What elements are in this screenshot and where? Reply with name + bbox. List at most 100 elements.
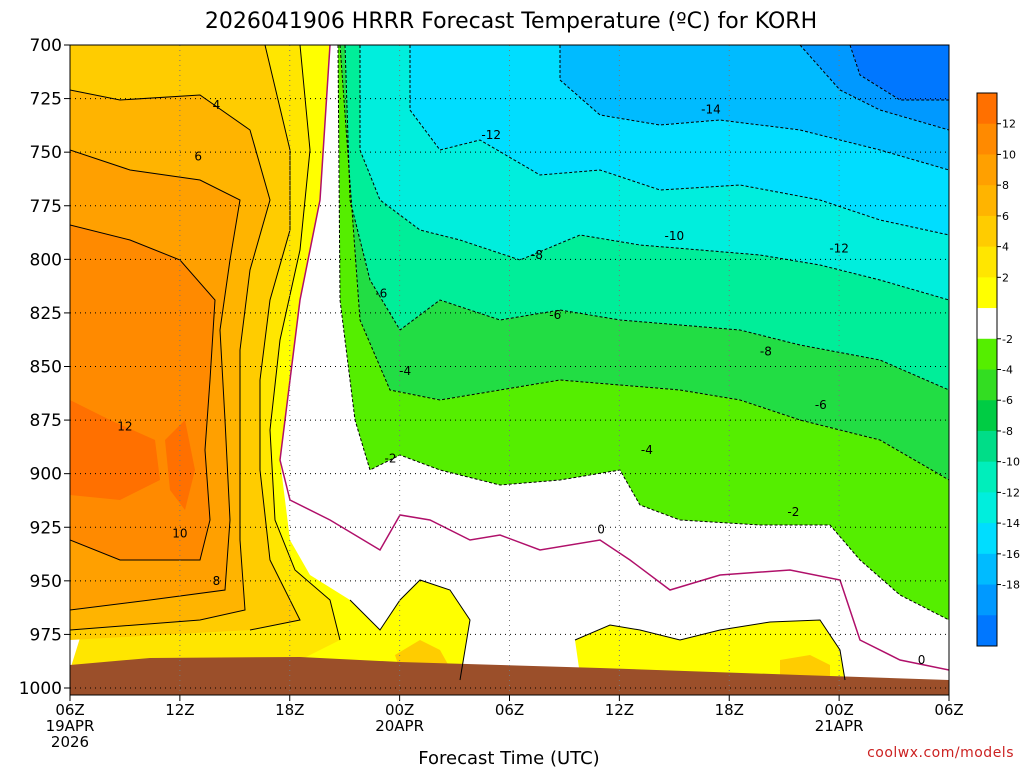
pocket-gold-midday (780, 655, 830, 678)
y-tick-label-875: 875 (30, 411, 62, 431)
band-cold-deep-blue (850, 45, 949, 100)
band-cyan (410, 45, 949, 235)
colorbar-swatch-8 (977, 338, 997, 370)
x-tick-label-0-2: 2026 (51, 733, 89, 751)
colorbar-swatch-12 (977, 461, 997, 493)
colorbar-swatch-6 (977, 277, 997, 309)
contour-warm-solid-3 (70, 224, 216, 561)
contour-label-13: -8 (760, 344, 772, 358)
contour-label-5: -12 (481, 128, 501, 142)
colorbar-swatch-15 (977, 553, 997, 586)
x-tick-label-0-0: 06Z (55, 701, 84, 719)
contour-label-17: -2 (787, 505, 799, 519)
contour-label-1: 6 (194, 149, 202, 163)
y-tick-label-800: 800 (30, 250, 62, 270)
band-aqua (360, 45, 949, 300)
colorbar-swatch-13 (977, 492, 997, 524)
credit-text: coolwx.com/models (867, 745, 1014, 761)
contour-warm-pocket (574, 619, 846, 681)
contour-label-8: -12 (829, 242, 849, 256)
contour-minus2 (337, 45, 949, 621)
contour-label-6: -14 (701, 102, 721, 116)
contour-label-4: 8 (213, 574, 221, 588)
y-tick-label-825: 825 (30, 304, 62, 324)
colorbar-swatch-10 (977, 400, 997, 432)
colorbar-label-3: 6 (1002, 210, 1009, 223)
band-green (340, 45, 949, 480)
y-tick-label-700: 700 (30, 36, 62, 56)
contour-minus10 (409, 45, 949, 236)
colorbar-label-13: -16 (1002, 548, 1020, 561)
contour-label-11: -6 (549, 308, 561, 322)
contour-label-15: -4 (641, 443, 653, 457)
band-teal (345, 45, 949, 390)
y-tick-label-775: 775 (30, 197, 62, 217)
contour-warm-solid (70, 89, 271, 631)
band-bright-green (338, 45, 949, 620)
colorbar-swatch-7 (977, 308, 997, 340)
contour-label-2: 12 (117, 420, 132, 434)
contour-minus6 (344, 45, 949, 391)
contour-label-0: 4 (213, 98, 221, 112)
contour-label-18: 0 (597, 522, 605, 536)
colorbar-label-5: 2 (1002, 271, 1009, 284)
colorbar-label-7: -4 (1002, 364, 1013, 377)
colorbar-swatch-3 (977, 185, 997, 217)
band-light-blue (560, 45, 949, 170)
contour-minus4 (339, 45, 949, 481)
contour-minus16 (849, 45, 949, 101)
contour-minus8 (359, 45, 949, 301)
colorbar-label-14: -18 (1002, 579, 1020, 592)
contour-label-3: 10 (172, 527, 187, 541)
band-blue (800, 45, 949, 130)
contour-label-14: -6 (815, 398, 827, 412)
chart-title: 2026041906 HRRR Forecast Temperature (ºC… (205, 9, 817, 34)
colorbar-label-10: -10 (1002, 456, 1020, 469)
y-tick-label-950: 950 (30, 572, 62, 592)
contour-label-19: 0 (918, 653, 926, 667)
x-tick-label-5-0: 12Z (605, 701, 634, 719)
contour-lines (70, 45, 949, 681)
pocket-yellow-midday (575, 620, 845, 680)
contour-labels: 4 6 12 10 8 -12 -14 -10 -12 -8 -6 -6 -4 -8 -6 -4 -2 -2 0 0 (117, 98, 925, 667)
x-axis-label: Forecast Time (UTC) (418, 748, 599, 768)
colorbar-swatch-16 (977, 584, 997, 616)
x-tick-label-4-0: 06Z (495, 701, 524, 719)
x-tick-label-7-0: 00Z (824, 701, 853, 719)
colorbar-swatch-5 (977, 246, 997, 278)
contour-label-16: -2 (384, 452, 396, 466)
colorbar-label-0: 12 (1002, 118, 1016, 131)
y-tick-label-750: 750 (30, 143, 62, 163)
colorbar-label-2: 8 (1002, 179, 1009, 192)
contour-warm-solid-5 (269, 45, 341, 641)
colorbar-swatch-9 (977, 369, 997, 401)
band-red-orange (70, 400, 195, 510)
x-tick-label-0-1: 19APR (46, 717, 95, 735)
colorbar-label-9: -8 (1002, 425, 1013, 438)
x-tick-label-3-1: 20APR (375, 717, 424, 735)
colorbar-label-4: 4 (1002, 241, 1009, 254)
colorbar-label-11: -12 (1002, 486, 1020, 499)
y-tick-label-850: 850 (30, 358, 62, 378)
y-tick-label-975: 975 (30, 625, 62, 645)
x-tick-label-6-0: 18Z (715, 701, 744, 719)
colorbar-swatch-17 (977, 615, 997, 647)
contour-label-10: -6 (375, 287, 387, 301)
x-tick-label-8-0: 06Z (934, 701, 963, 719)
x-tick-label-2-0: 18Z (275, 701, 304, 719)
colorbar-swatch-1 (977, 123, 997, 155)
contour-label-7: -10 (665, 229, 685, 243)
y-tick-label-725: 725 (30, 90, 62, 110)
plot-area (70, 45, 949, 695)
x-tick-label-3-0: 00Z (385, 701, 414, 719)
y-tick-label-1000: 1000 (19, 679, 62, 699)
contour-warm-solid-2 (70, 149, 241, 611)
colorbar-swatch-14 (977, 523, 997, 555)
contour-label-9: -8 (531, 248, 543, 262)
colorbar-swatch-2 (977, 154, 997, 186)
contour-minus14 (799, 45, 949, 131)
colorbar-swatch-4 (977, 215, 997, 248)
x-tick-label-7-1: 21APR (815, 717, 864, 735)
